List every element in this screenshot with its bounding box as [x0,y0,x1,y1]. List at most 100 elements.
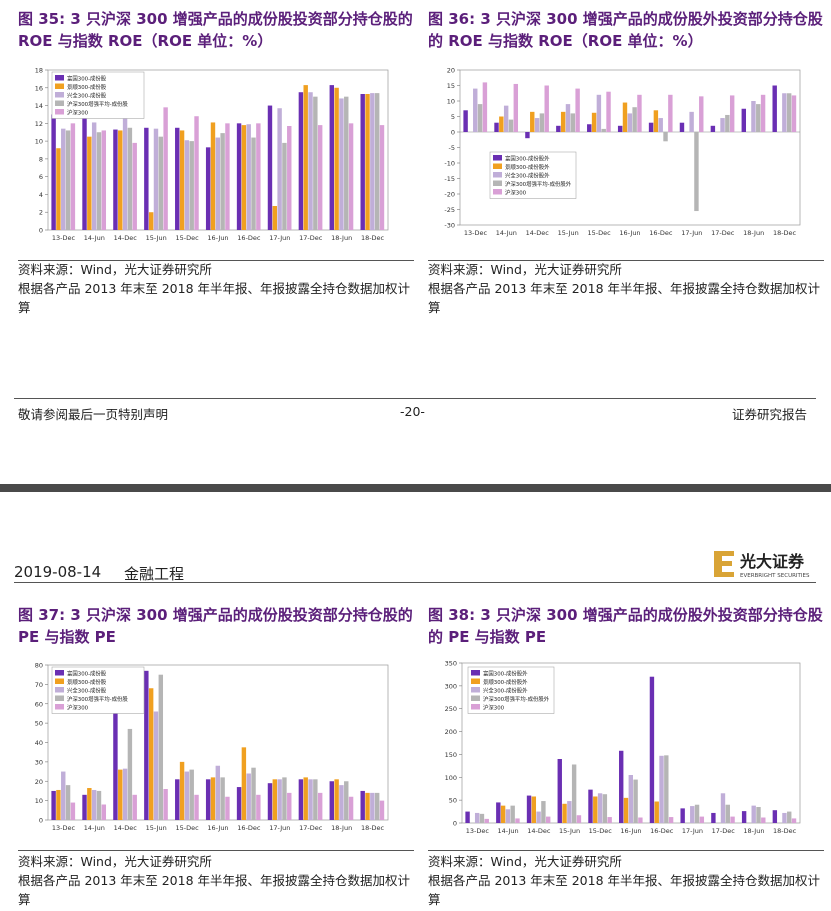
bar [153,711,159,820]
y-tick-label: 2 [39,209,43,217]
bar [256,123,261,230]
x-tick-label: 14-Dec [527,827,551,835]
bar [653,110,659,132]
bar [236,787,242,820]
bar [782,93,787,132]
bar [690,806,695,823]
y-tick-label: 50 [449,797,457,805]
x-tick-label: 16-Jun [207,234,228,242]
bar [153,128,159,230]
bar [175,127,180,230]
bar [118,130,123,230]
bar [287,792,292,820]
y-tick-label: 20 [447,67,455,75]
y-tick-label: 16 [35,84,43,92]
legend-swatch [471,678,480,684]
bar [597,793,603,823]
legend-swatch [55,109,64,115]
rule-fig36 [428,260,824,261]
y-tick-label: -5 [449,144,455,152]
x-tick-label: 14-Jun [84,824,105,832]
figure-35-source: 资料来源：Wind，光大证券研究所 根据各产品 2013 年末至 2018 年半… [18,260,413,317]
x-tick-label: 13-Dec [52,824,76,832]
figure-37-title: 图 37: 3 只沪深 300 增强产品的成份股投资部分持仓股的 PE 与指数 … [18,606,413,646]
bar [317,125,323,230]
bar [313,779,318,820]
legend-label: 沪深300 [67,703,89,711]
bar [272,779,278,820]
rule-fig37 [18,850,414,851]
bar [508,119,514,132]
rule-fig35 [18,260,414,261]
x-tick-label: 15-Dec [175,234,199,242]
y-tick-label: 0 [39,227,43,235]
bar [87,788,92,820]
bar [751,805,756,823]
bar [761,817,766,823]
bar [282,142,287,230]
bar [694,804,700,823]
bar [619,750,624,823]
svg-text:EVERBRIGHT SECURITIES: EVERBRIGHT SECURITIES [740,573,810,579]
bar [638,817,643,823]
bar [215,765,221,820]
bar [298,779,304,820]
legend-swatch [493,172,502,178]
bar [791,95,797,132]
bar [760,94,766,132]
bar [751,101,756,132]
bar [56,148,61,230]
x-tick-label: 17-Jun [681,229,702,237]
x-tick-label: 15-Dec [589,827,613,835]
bar [679,122,685,132]
legend-swatch [55,92,64,98]
legend-label: 富国300-成份股 [67,74,107,82]
bar [513,83,519,132]
bar [544,85,549,132]
header-section: 金融工程 [124,565,185,583]
y-tick-label: 30 [35,758,43,766]
legend-label: 富国300-成份股 [67,669,107,677]
source-note: 根据各产品 2013 年末至 2018 年半年报、年报披露全持仓数据加权计算 [428,281,821,315]
y-tick-label: 200 [445,728,457,736]
bar [510,805,515,823]
bar [628,775,633,823]
bar [148,688,154,820]
x-tick-label: 16-Jun [619,229,640,237]
bar [51,114,56,230]
legend-swatch [493,155,502,161]
bar [132,794,137,820]
x-tick-label: 15-Jun [558,229,579,237]
bar [118,769,123,820]
bar [648,122,654,132]
legend-box [467,666,555,714]
bar [158,136,164,230]
y-tick-label: 10 [35,138,43,146]
x-tick-label: 15-Jun [559,827,580,835]
x-tick-label: 13-Dec [466,827,490,835]
y-tick-label: 0 [451,129,455,137]
bar [344,781,349,820]
bar [782,812,787,823]
bar [515,818,520,823]
x-tick-label: 14-Dec [526,229,550,237]
y-tick-label: 6 [39,173,43,181]
bar [56,789,61,820]
x-tick-label: 18-Jun [331,824,352,832]
legend-label: 兴全300-成份股 [67,91,107,99]
x-tick-label: 18-Dec [361,234,385,242]
legend-box [51,666,145,714]
bar [210,122,216,230]
bar [70,123,76,230]
svg-text:光大证券: 光大证券 [739,552,805,571]
legend-box [51,71,145,119]
bar [344,96,349,230]
bar [479,813,485,823]
bar [499,116,504,132]
header-date: 2019-08-14 [14,563,102,581]
plot-frame [459,69,801,226]
bar [473,88,478,132]
bar [500,805,506,823]
legend-label: 沪深300增强平均-成份股外 [505,180,572,188]
bar [664,755,669,823]
